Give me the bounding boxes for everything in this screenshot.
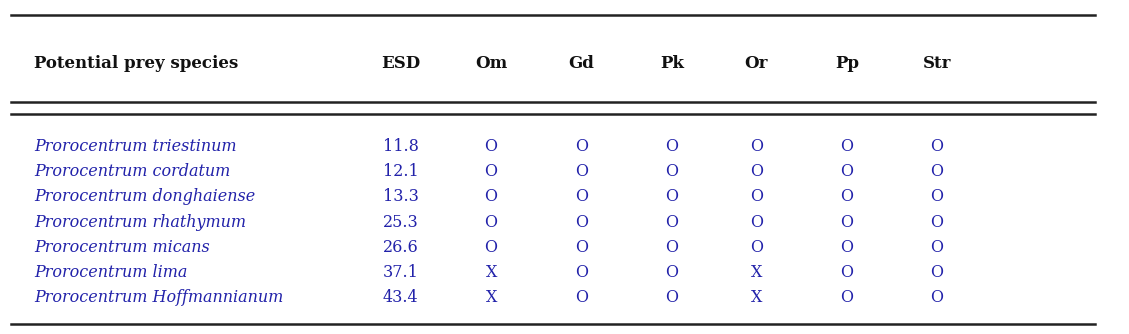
- Text: O: O: [665, 163, 679, 180]
- Text: O: O: [665, 239, 679, 256]
- Text: O: O: [575, 214, 588, 230]
- Text: O: O: [930, 214, 944, 230]
- Text: Om: Om: [475, 55, 507, 72]
- Text: O: O: [840, 264, 854, 281]
- Text: O: O: [930, 239, 944, 256]
- Text: 37.1: 37.1: [383, 264, 419, 281]
- Text: Or: Or: [745, 55, 768, 72]
- Text: O: O: [750, 188, 763, 205]
- Text: Prorocentrum donghaiense: Prorocentrum donghaiense: [34, 188, 255, 205]
- Text: Prorocentrum lima: Prorocentrum lima: [34, 264, 187, 281]
- Text: O: O: [484, 239, 498, 256]
- Text: 26.6: 26.6: [383, 239, 419, 256]
- Text: Prorocentrum rhathymum: Prorocentrum rhathymum: [34, 214, 246, 230]
- Text: O: O: [575, 163, 588, 180]
- Text: Gd: Gd: [569, 55, 594, 72]
- Text: O: O: [575, 138, 588, 155]
- Text: 11.8: 11.8: [383, 138, 419, 155]
- Text: O: O: [665, 264, 679, 281]
- Text: O: O: [840, 290, 854, 307]
- Text: Pk: Pk: [659, 55, 684, 72]
- Text: O: O: [750, 138, 763, 155]
- Text: O: O: [840, 188, 854, 205]
- Text: O: O: [930, 188, 944, 205]
- Text: X: X: [485, 290, 497, 307]
- Text: O: O: [750, 214, 763, 230]
- Text: Str: Str: [922, 55, 952, 72]
- Text: O: O: [750, 239, 763, 256]
- Text: O: O: [575, 290, 588, 307]
- Text: X: X: [485, 264, 497, 281]
- Text: X: X: [751, 264, 762, 281]
- Text: O: O: [575, 239, 588, 256]
- Text: Potential prey species: Potential prey species: [34, 55, 238, 72]
- Text: O: O: [484, 214, 498, 230]
- Text: O: O: [484, 188, 498, 205]
- Text: O: O: [930, 264, 944, 281]
- Text: O: O: [930, 138, 944, 155]
- Text: Prorocentrum Hoffmannianum: Prorocentrum Hoffmannianum: [34, 290, 283, 307]
- Text: O: O: [840, 214, 854, 230]
- Text: O: O: [484, 138, 498, 155]
- Text: 12.1: 12.1: [383, 163, 419, 180]
- Text: O: O: [665, 214, 679, 230]
- Text: O: O: [840, 163, 854, 180]
- Text: O: O: [575, 264, 588, 281]
- Text: O: O: [930, 290, 944, 307]
- Text: Prorocentrum triestinum: Prorocentrum triestinum: [34, 138, 236, 155]
- Text: O: O: [665, 138, 679, 155]
- Text: 43.4: 43.4: [383, 290, 419, 307]
- Text: X: X: [751, 290, 762, 307]
- Text: O: O: [665, 188, 679, 205]
- Text: Prorocentrum micans: Prorocentrum micans: [34, 239, 210, 256]
- Text: O: O: [930, 163, 944, 180]
- Text: O: O: [840, 239, 854, 256]
- Text: 25.3: 25.3: [383, 214, 419, 230]
- Text: O: O: [484, 163, 498, 180]
- Text: ESD: ESD: [382, 55, 420, 72]
- Text: O: O: [575, 188, 588, 205]
- Text: O: O: [665, 290, 679, 307]
- Text: O: O: [750, 163, 763, 180]
- Text: 13.3: 13.3: [383, 188, 419, 205]
- Text: Prorocentrum cordatum: Prorocentrum cordatum: [34, 163, 230, 180]
- Text: O: O: [840, 138, 854, 155]
- Text: Pp: Pp: [834, 55, 859, 72]
